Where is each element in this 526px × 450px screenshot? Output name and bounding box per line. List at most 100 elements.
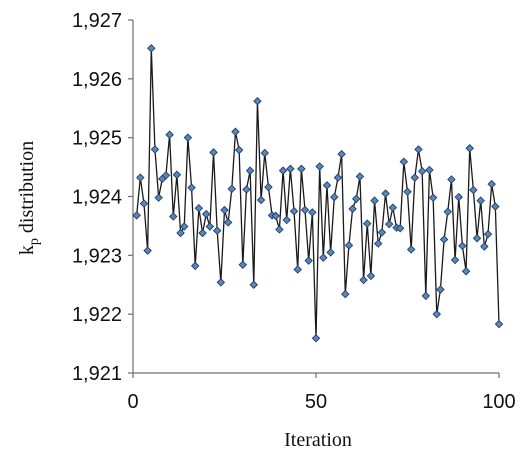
data-point xyxy=(461,266,471,276)
data-point xyxy=(494,319,504,329)
data-point xyxy=(469,185,478,195)
data-point xyxy=(198,228,207,238)
data-point xyxy=(304,256,313,265)
data-point xyxy=(341,289,350,299)
data-point xyxy=(300,205,310,215)
data-point xyxy=(311,334,321,343)
data-point xyxy=(421,291,431,301)
data-point xyxy=(132,211,141,220)
y-axis-title-text: kp distribution xyxy=(16,141,42,255)
y-tick-label: 1,927 xyxy=(72,10,122,32)
data-point xyxy=(238,260,248,269)
data-point xyxy=(201,209,211,219)
data-point xyxy=(410,173,420,182)
data-point xyxy=(282,215,291,225)
data-point xyxy=(187,183,196,192)
data-point xyxy=(190,261,200,271)
data-point xyxy=(212,226,222,235)
data-point xyxy=(384,219,394,229)
data-point xyxy=(260,148,269,158)
data-point xyxy=(355,172,365,181)
data-point xyxy=(180,222,189,231)
data-point xyxy=(399,157,409,167)
data-point xyxy=(439,235,449,244)
data-point xyxy=(454,192,463,202)
data-point xyxy=(319,253,328,262)
series-line-group xyxy=(136,47,500,339)
data-point xyxy=(447,175,456,184)
data-point xyxy=(406,245,416,254)
data-point xyxy=(176,228,185,238)
data-point xyxy=(322,181,332,190)
y-tick-label: 1,923 xyxy=(72,245,122,267)
data-point xyxy=(293,265,302,274)
x-tick-label: 100 xyxy=(482,391,515,413)
data-point xyxy=(216,278,226,287)
data-point xyxy=(245,166,255,175)
data-point xyxy=(286,164,295,174)
data-point xyxy=(315,162,324,171)
data-point xyxy=(330,192,339,202)
data-point xyxy=(370,196,379,205)
data-point xyxy=(472,234,482,243)
ticks: 1,921 1,922 1,923 1,924 1,925 1,926 1,927 0 50 10… xyxy=(72,10,516,413)
data-point xyxy=(275,225,284,234)
data-point xyxy=(253,96,262,106)
data-point xyxy=(417,166,427,176)
data-point xyxy=(271,211,280,221)
data-point xyxy=(348,204,357,214)
data-point xyxy=(165,130,174,139)
data-point xyxy=(425,165,434,175)
data-point xyxy=(381,189,390,198)
data-point xyxy=(209,148,218,157)
data-point xyxy=(436,285,445,294)
data-point xyxy=(373,239,383,248)
data-point xyxy=(242,185,251,194)
data-point xyxy=(487,179,496,189)
y-axis-title: kp distribution xyxy=(16,141,42,255)
data-point xyxy=(450,255,460,265)
data-point xyxy=(388,203,398,212)
data-point xyxy=(183,133,193,142)
data-point xyxy=(483,229,493,239)
y-tick-label: 1,924 xyxy=(72,187,122,209)
data-point xyxy=(194,204,204,213)
data-point xyxy=(223,218,233,227)
data-point xyxy=(458,241,467,251)
data-point xyxy=(249,280,259,289)
data-point xyxy=(366,271,376,281)
data-point xyxy=(363,219,372,228)
data-point xyxy=(395,224,405,233)
data-point xyxy=(227,184,237,194)
markers xyxy=(132,44,504,343)
data-point xyxy=(308,208,317,217)
y-tick-label: 1,926 xyxy=(72,69,122,91)
data-point xyxy=(297,164,306,174)
data-point xyxy=(344,241,354,250)
data-point xyxy=(154,193,163,202)
data-point xyxy=(432,309,442,319)
data-point xyxy=(161,171,171,180)
data-point xyxy=(234,145,244,155)
series-line xyxy=(136,47,500,339)
data-point xyxy=(289,206,299,216)
data-point xyxy=(428,193,438,202)
data-point xyxy=(264,182,273,192)
x-tick-label: 50 xyxy=(305,391,327,413)
data-point xyxy=(172,170,182,179)
data-point xyxy=(143,246,152,255)
x-axis-title: Iteration xyxy=(284,429,352,450)
data-point xyxy=(359,275,368,285)
data-point xyxy=(403,187,412,197)
data-point xyxy=(377,228,387,237)
data-point xyxy=(147,44,156,53)
data-point xyxy=(150,145,160,154)
data-point xyxy=(205,222,215,231)
data-point xyxy=(491,202,500,211)
data-point xyxy=(414,145,423,154)
data-point xyxy=(278,166,288,175)
data-point xyxy=(476,196,485,205)
data-point xyxy=(443,207,452,217)
y-tick-label: 1,925 xyxy=(72,128,122,150)
data-point xyxy=(326,248,335,257)
